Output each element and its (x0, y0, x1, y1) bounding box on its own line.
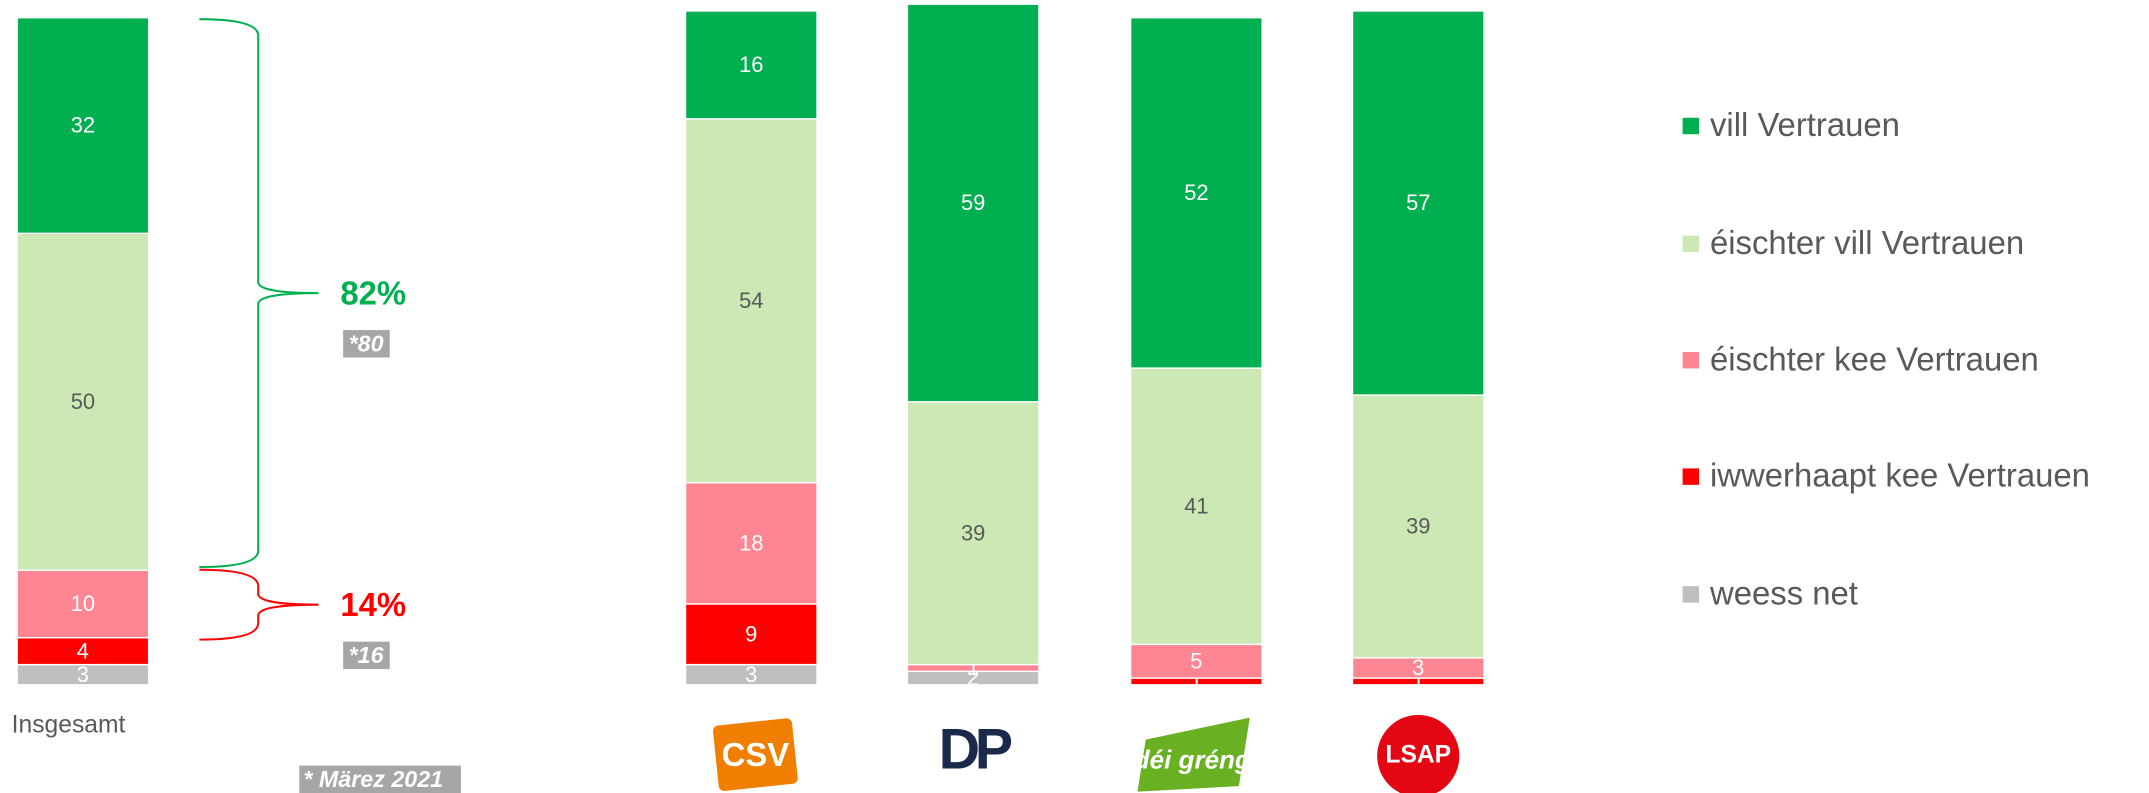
category-label: DP (939, 717, 1012, 781)
bar-segment (1129, 367, 1263, 646)
legend-swatch (1682, 117, 1700, 135)
data-label: 54 (739, 288, 763, 313)
annotation-previous: *80 (349, 330, 384, 356)
logo-bg (1377, 714, 1460, 793)
logo-bg (1137, 717, 1250, 792)
category-label: CSV (722, 736, 790, 773)
data-label: 41 (1184, 493, 1208, 518)
data-label: 39 (961, 520, 985, 545)
bar-segment (16, 17, 150, 235)
bracket (199, 18, 319, 569)
legend-label: éischter vill Vertrauen (1710, 224, 2024, 261)
data-label: 18 (739, 530, 763, 555)
data-label: 39 (1406, 514, 1430, 539)
logo-bg (712, 718, 798, 791)
legend-swatch (1682, 235, 1700, 253)
bar-segment (684, 603, 818, 666)
data-label: 3 (77, 662, 89, 687)
bar-segment (684, 481, 818, 605)
data-label: 5 (1190, 648, 1202, 673)
bar-segment (1351, 394, 1485, 659)
data-label: 57 (1406, 190, 1430, 215)
category-label: déi gréng (1134, 744, 1251, 774)
legend-label: vill Vertrauen (1710, 106, 1900, 143)
data-label: 52 (1184, 180, 1208, 205)
legend-label: weess net (1709, 574, 1858, 611)
legend-swatch (1682, 586, 1700, 603)
legend-label: iwwerhaapt kee Vertrauen (1710, 457, 2090, 494)
annotation-previous: *16 (349, 642, 385, 668)
bar-segment (1129, 643, 1263, 679)
footnote: * Märez 2021 (303, 766, 443, 792)
data-label: 3 (745, 662, 757, 687)
bar-segment (684, 10, 818, 120)
data-label: 4 (77, 638, 89, 663)
annotation-bg (343, 330, 390, 358)
annotation: 82% (340, 275, 406, 312)
data-label: 59 (961, 190, 985, 215)
category-label: LSAP (1385, 742, 1451, 769)
bar-segment (906, 401, 1040, 666)
data-label: 16 (739, 52, 763, 77)
category-label: Insgesamt (12, 711, 126, 738)
data-label: 50 (71, 389, 95, 414)
footnote-bg (299, 765, 461, 793)
bar-segment (16, 569, 150, 639)
bar-segment (16, 232, 150, 571)
legend-swatch (1682, 351, 1700, 369)
legend-label: éischter kee Vertrauen (1710, 340, 2039, 377)
annotation: 14% (340, 586, 406, 623)
bar-segment (1351, 10, 1485, 396)
data-label: 10 (71, 591, 95, 616)
annotation-bg (343, 641, 390, 670)
bracket (199, 568, 319, 641)
data-label: 3 (1412, 655, 1424, 680)
data-label: 9 (745, 621, 757, 646)
bar-segment (1129, 17, 1263, 369)
data-label: 32 (71, 113, 95, 138)
bar-segment (906, 3, 1040, 403)
legend-swatch (1682, 468, 1700, 485)
